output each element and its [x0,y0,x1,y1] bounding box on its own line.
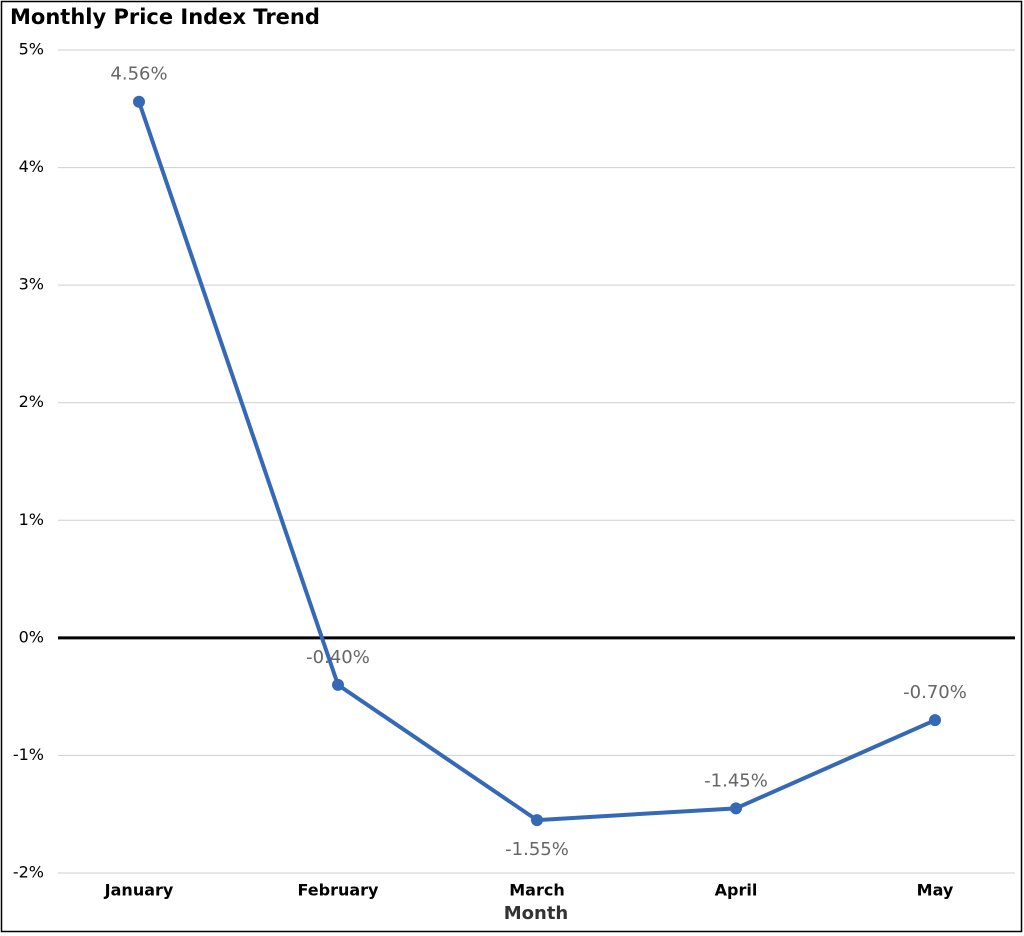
y-tick-label: 1% [19,510,44,529]
data-label: -0.70% [903,682,967,703]
data-point [531,814,543,827]
data-label: -0.40% [306,647,370,668]
y-tick-label: 2% [19,392,44,411]
y-tick-label: 5% [19,40,44,59]
data-label: -1.45% [704,770,768,791]
y-tick-label: 4% [19,157,44,176]
data-point [332,678,344,691]
x-tick-label: May [917,881,954,900]
x-tick-label: January [104,881,174,900]
x-tick-label: April [715,881,758,900]
x-tick-label: March [509,881,564,900]
y-tick-label: 3% [19,275,44,294]
y-tick-label: -1% [13,745,44,764]
chart-title: Monthly Price Index Trend [10,5,320,29]
data-point [133,95,145,108]
y-tick-label: 0% [19,627,44,646]
x-tick-label: February [298,881,380,900]
y-tick-label: -2% [13,863,44,882]
data-label: -1.55% [505,839,569,860]
data-point [929,714,941,727]
line-series [137,101,936,823]
data-point [730,802,742,815]
x-axis-title: Month [504,903,569,924]
data-label: 4.56% [110,64,167,85]
